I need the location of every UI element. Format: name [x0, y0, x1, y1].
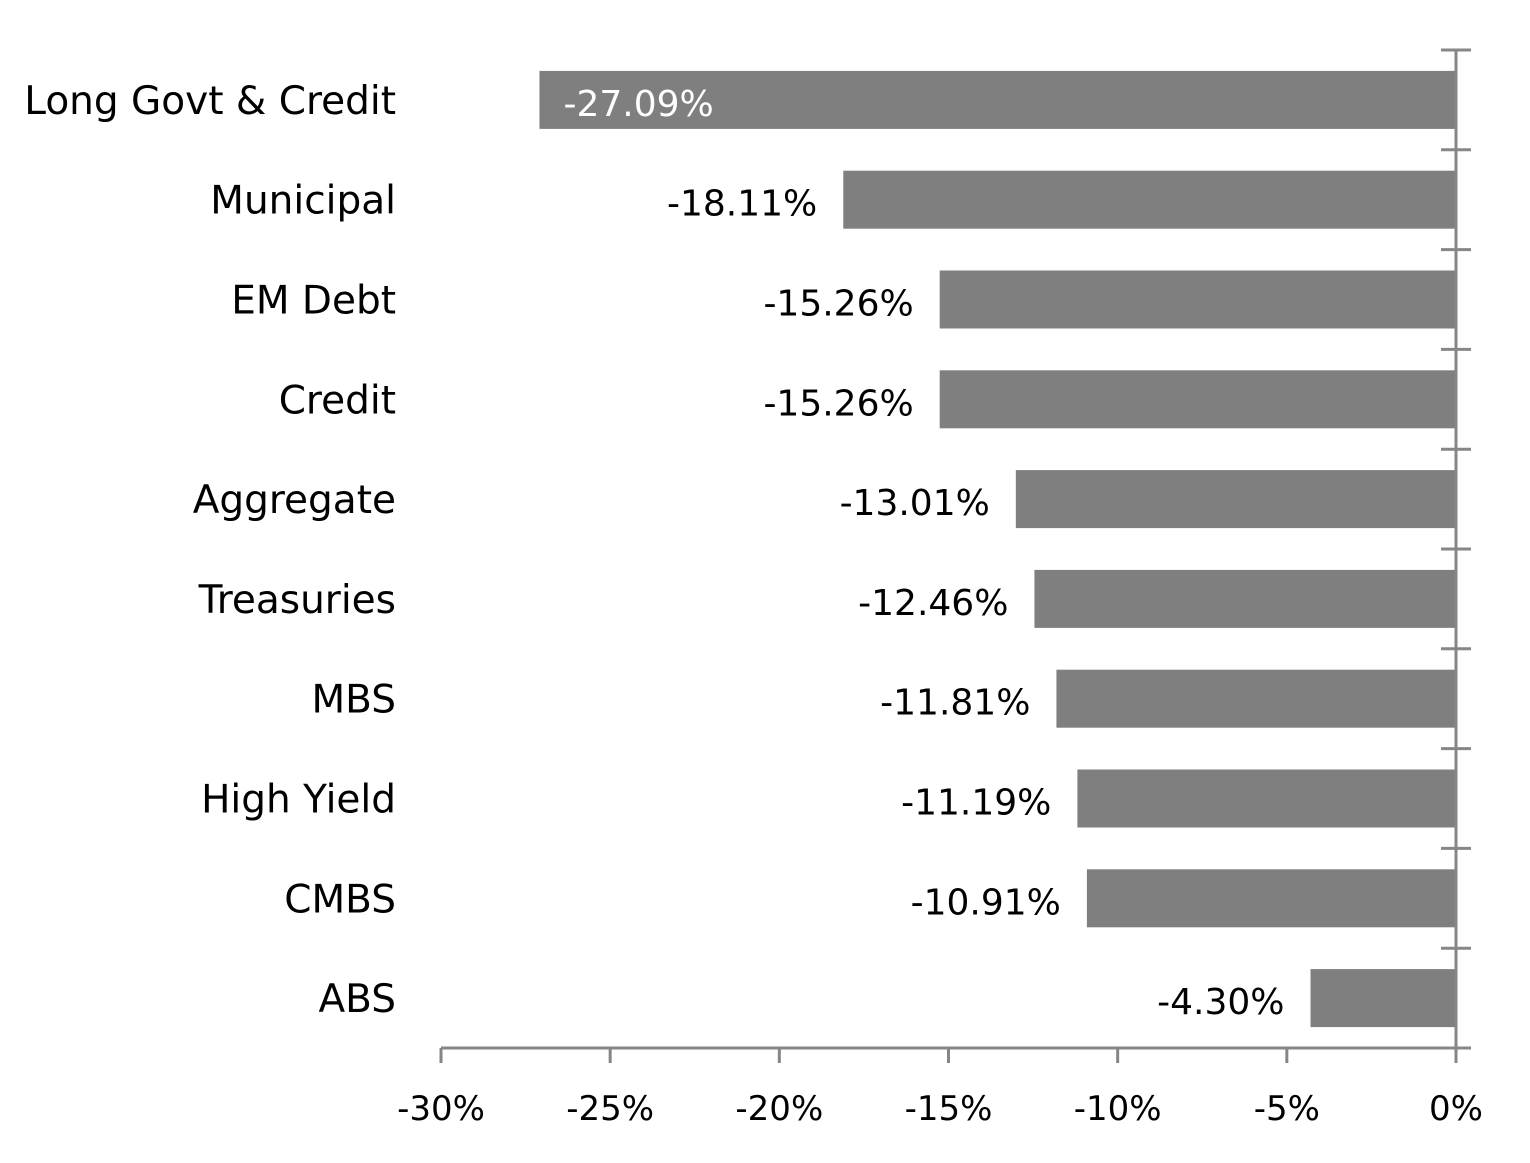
data-label: -11.19% [901, 783, 1051, 824]
x-tick-label: -15% [905, 1089, 993, 1129]
category-label: High Yield [201, 778, 396, 823]
bar [539, 70, 1456, 129]
axes [439, 48, 1471, 1063]
category-label: Long Govt & Credit [24, 79, 396, 124]
labels-layer: Long Govt & Credit -27.09% Municipal -18.11… [24, 79, 1483, 1129]
bar [1034, 569, 1456, 628]
category-label: Municipal [210, 179, 396, 224]
category-label: ABS [318, 977, 396, 1022]
data-label: -11.81% [880, 683, 1030, 724]
bar [1056, 669, 1456, 728]
data-label: -15.26% [763, 284, 913, 325]
data-label: -13.01% [840, 483, 990, 524]
category-label: EM Debt [231, 279, 396, 324]
data-label: -27.09% [563, 84, 713, 125]
data-label: -4.30% [1157, 982, 1284, 1023]
x-tick-label: -10% [1074, 1089, 1162, 1129]
category-label: MBS [312, 678, 396, 723]
x-tick-label: -30% [397, 1089, 485, 1129]
category-label: Aggregate [193, 478, 396, 523]
data-label: -18.11% [667, 184, 817, 225]
bar [939, 270, 1456, 329]
x-tick-label: -25% [566, 1089, 654, 1129]
x-tick-label: -5% [1254, 1089, 1320, 1129]
bar [1077, 769, 1456, 828]
category-label: CMBS [284, 877, 396, 922]
x-tick-label: 0% [1429, 1089, 1483, 1129]
data-label: -15.26% [763, 383, 913, 424]
bar [1310, 969, 1456, 1028]
bars-layer [539, 70, 1456, 1028]
bar [1015, 470, 1456, 529]
category-label: Treasuries [198, 578, 396, 623]
category-label: Credit [279, 378, 396, 423]
bar [843, 170, 1456, 229]
data-label: -12.46% [858, 583, 1008, 624]
bar [939, 370, 1456, 429]
x-tick-label: -20% [735, 1089, 823, 1129]
bar [1086, 869, 1456, 928]
data-label: -10.91% [911, 882, 1061, 923]
